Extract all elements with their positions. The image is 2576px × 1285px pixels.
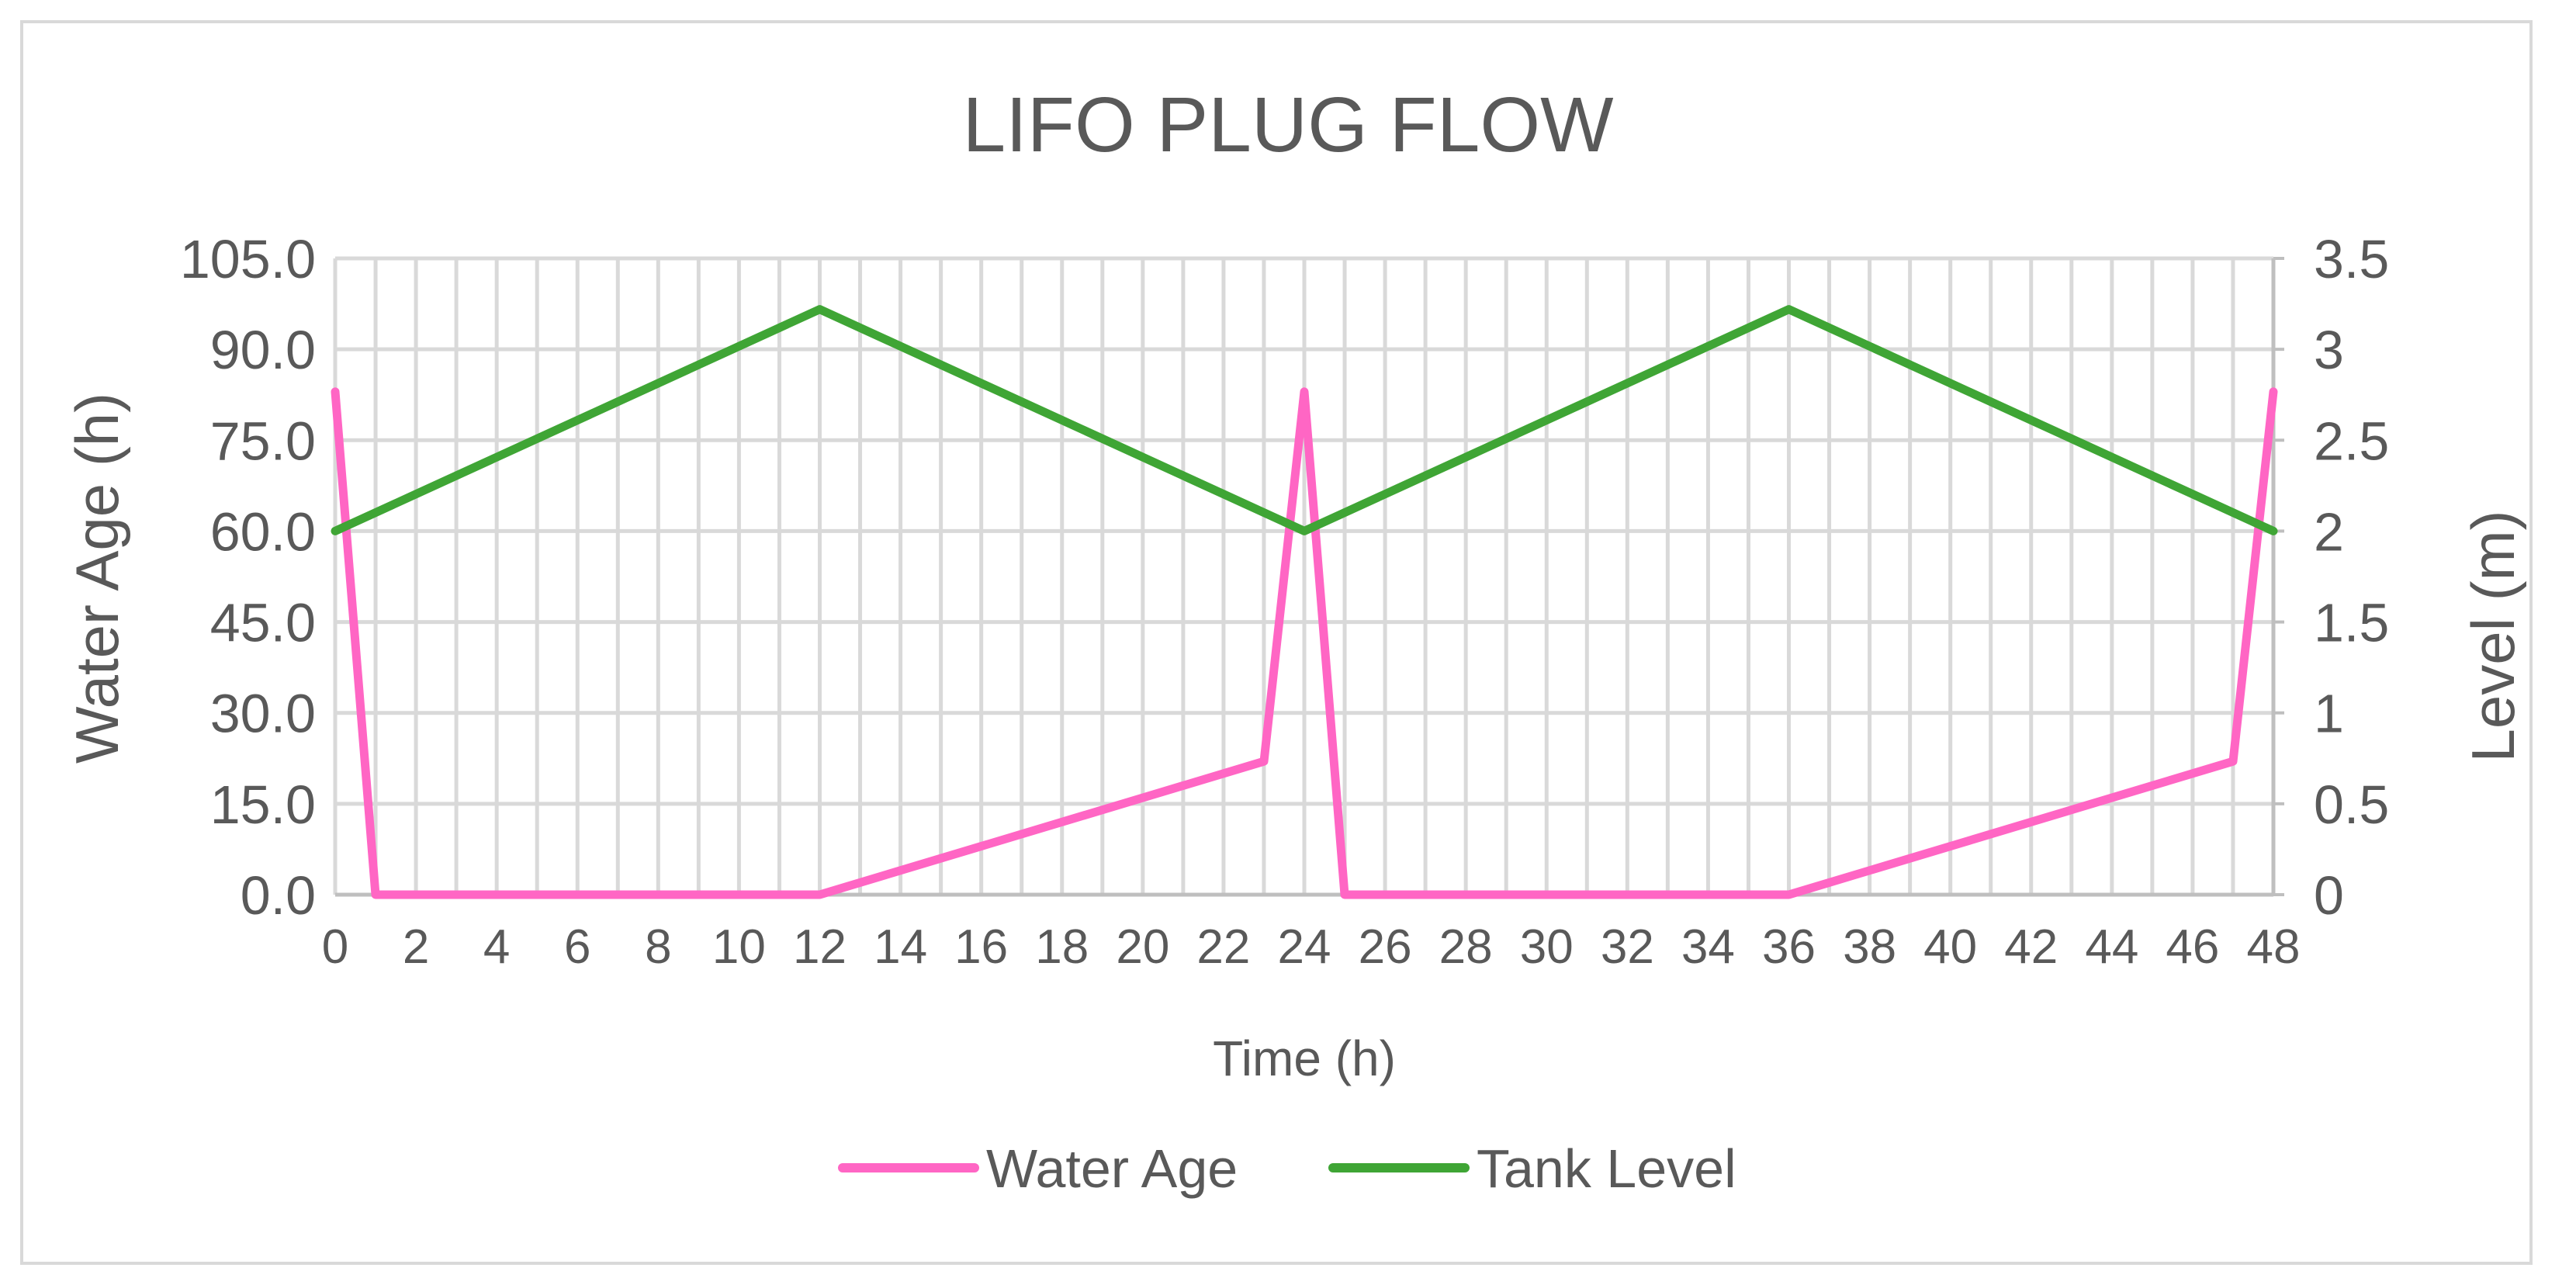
x-tick-label: 18 bbox=[1035, 920, 1089, 974]
x-tick-label: 24 bbox=[1278, 920, 1331, 974]
series-line-water-age bbox=[331, 387, 2278, 899]
tick-labels: 0.0 15.0 30.0 45.0 60.0 75.0 90.0 105.0 0 0.5 1 1.5… bbox=[180, 229, 2389, 974]
x-tick-label: 2 bbox=[403, 920, 429, 974]
y-tick-label: 75.0 bbox=[210, 410, 316, 471]
x-tick-label: 36 bbox=[1762, 920, 1816, 974]
y2-tick-label: 1 bbox=[2314, 684, 2344, 744]
y2-axis-label: Level (m) bbox=[2459, 510, 2527, 762]
y2-tick-label: 2 bbox=[2314, 501, 2344, 562]
y-tick-label: 0.0 bbox=[241, 865, 316, 926]
y-axis-label: Water Age (h) bbox=[63, 393, 131, 764]
y2-tick-label: 2.5 bbox=[2314, 410, 2389, 471]
y-tick-label: 105.0 bbox=[180, 229, 316, 289]
x-tick-label: 32 bbox=[1601, 920, 1654, 974]
x-tick-label: 0 bbox=[322, 920, 348, 974]
x-tick-label: 44 bbox=[2085, 920, 2138, 974]
x-tick-label: 14 bbox=[874, 920, 927, 974]
series-layer bbox=[331, 305, 2278, 899]
legend-label-tank-level: Tank Level bbox=[1477, 1138, 1736, 1199]
y-tick-label: 15.0 bbox=[210, 774, 316, 835]
chart-title: LIFO PLUG FLOW bbox=[962, 81, 1614, 168]
x-tick-label: 22 bbox=[1196, 920, 1250, 974]
y2-tick-label: 3 bbox=[2314, 320, 2344, 380]
x-tick-label: 46 bbox=[2166, 920, 2219, 974]
y2-tick-label: 3.5 bbox=[2314, 229, 2389, 289]
x-tick-label: 12 bbox=[793, 920, 847, 974]
x-tick-label: 20 bbox=[1116, 920, 1169, 974]
x-tick-label: 42 bbox=[2004, 920, 2058, 974]
y-tick-label: 60.0 bbox=[210, 501, 316, 562]
legend: Water Age Tank Level bbox=[838, 1138, 1736, 1199]
series-line-tank-level bbox=[331, 305, 2278, 535]
x-tick-label: 16 bbox=[954, 920, 1008, 974]
x-tick-label: 40 bbox=[1923, 920, 1977, 974]
gridlines bbox=[333, 256, 2276, 897]
y-tick-label: 90.0 bbox=[210, 320, 316, 380]
x-tick-label: 34 bbox=[1681, 920, 1735, 974]
legend-label-water-age: Water Age bbox=[986, 1138, 1238, 1199]
x-tick-label: 4 bbox=[483, 920, 510, 974]
x-tick-label: 8 bbox=[645, 920, 671, 974]
x-tick-label: 10 bbox=[712, 920, 766, 974]
x-tick-label: 48 bbox=[2247, 920, 2301, 974]
x-tick-label: 28 bbox=[1439, 920, 1493, 974]
y2-tick-label: 0.5 bbox=[2314, 774, 2389, 835]
x-tick-label: 30 bbox=[1520, 920, 1574, 974]
y2-tick-label: 0 bbox=[2314, 865, 2344, 926]
x-tick-label: 26 bbox=[1359, 920, 1412, 974]
y-tick-label: 45.0 bbox=[210, 593, 316, 653]
y-tick-label: 30.0 bbox=[210, 684, 316, 744]
x-axis-label: Time (h) bbox=[1213, 1030, 1396, 1086]
x-tick-label: 6 bbox=[564, 920, 590, 974]
x-tick-label: 38 bbox=[1843, 920, 1896, 974]
y2-tick-label: 1.5 bbox=[2314, 593, 2389, 653]
